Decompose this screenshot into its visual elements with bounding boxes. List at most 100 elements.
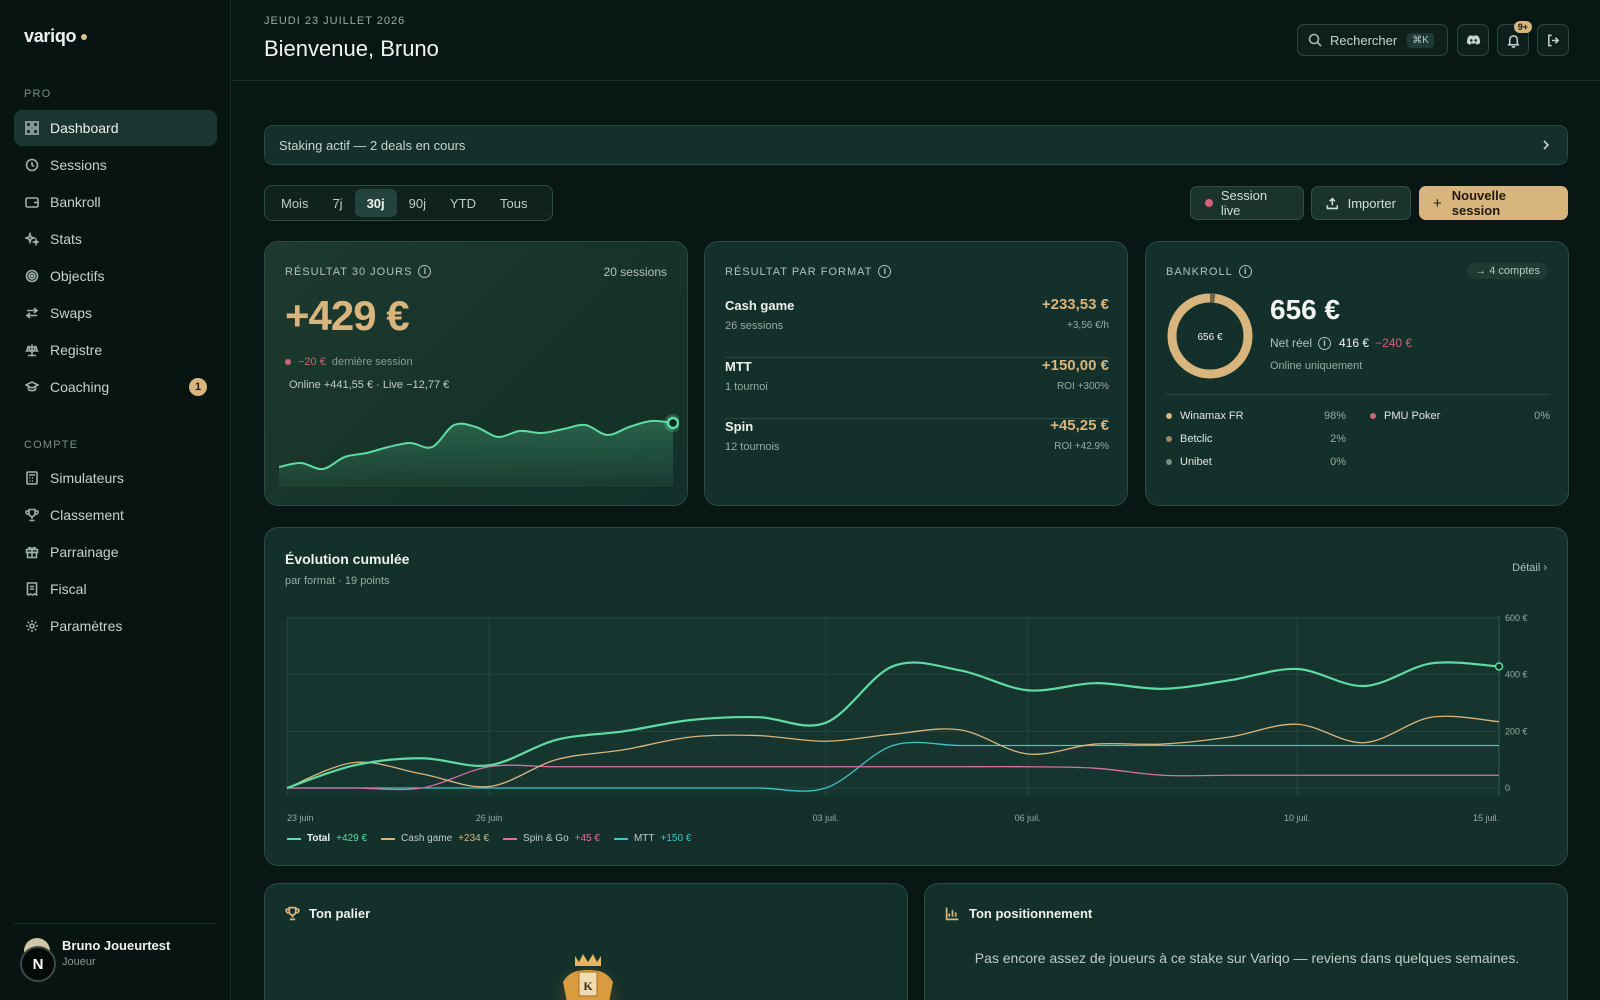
format-sub: 1 tournoi [725,381,768,393]
format-name: Cash game [725,298,795,313]
session-live-button[interactable]: Session live [1190,186,1304,220]
format-row-mtt[interactable]: MTT 1 tournoi +150,00 € ROI +300% [725,357,1109,419]
format-name: MTT [725,359,752,374]
tab-period-tous[interactable]: Tous [500,195,528,211]
new-session-label: Nouvelle session [1451,188,1506,218]
sidebar-item-dashboard[interactable]: Dashboard [14,110,217,146]
donut-center-label: 656 € [1197,332,1222,343]
tab-period-30j[interactable]: 30j [354,189,397,217]
sidebar-item-label: Coaching [50,379,110,395]
legend-item-mtt[interactable]: MTT +150 € [613,833,691,844]
sidebar-item-sessions[interactable]: Sessions [14,147,217,183]
account-betclic[interactable]: Betclic 2% [1166,433,1346,445]
period-selector: Mois 7j 30j 90j YTD Tous [264,185,553,221]
format-card-label: RÉSULTAT PAR FORMAT i [725,265,892,278]
format-detail: ROI +42.9% [1054,441,1109,452]
user-profile[interactable]: N Bruno Joueurtest Joueur [14,923,217,983]
account-pmu[interactable]: PMU Poker 0% [1370,410,1550,422]
bar-chart-icon [945,907,959,921]
format-row-cash[interactable]: Cash game 26 sessions +233,53 € +3,56 €/… [725,296,1109,358]
plot-area [287,616,1499,796]
sidebar-item-label: Objectifs [50,268,105,284]
notifications-button[interactable]: 9+ [1497,21,1532,56]
logout-icon [1547,34,1559,46]
legend-item-cash[interactable]: Cash game +234 € [381,833,489,844]
account-winamax[interactable]: Winamax FR 98% [1166,410,1346,422]
sidebar-item-classement[interactable]: Classement [14,497,217,533]
new-session-button[interactable]: + Nouvelle session [1419,186,1568,220]
sidebar: variqo PRO Dashboard Sessions Bankroll S… [0,0,231,1000]
logout-button[interactable] [1537,24,1569,56]
import-label: Importer [1347,195,1396,211]
notification-count: 9+ [1513,21,1532,33]
search-button[interactable]: Rechercher ⌘K [1297,24,1448,56]
format-value: +150,00 € [1041,357,1109,374]
account-name: Unibet [1180,456,1212,468]
series-line-cash-game [286,715,1500,789]
sidebar-item-coaching[interactable]: Coaching 1 [14,369,217,405]
import-button[interactable]: Importer [1311,186,1411,220]
series-line-spin-go [287,764,1499,791]
result-sparkline [279,414,679,487]
session-count: 20 sessions [603,265,667,279]
staking-banner[interactable]: Staking actif — 2 deals en cours [264,125,1568,165]
sidebar-item-parametres[interactable]: Paramètres [14,608,217,644]
account-unibet[interactable]: Unibet 0% [1166,456,1346,468]
account-name: Betclic [1180,433,1213,445]
format-detail: ROI +300% [1057,381,1109,392]
info-icon[interactable]: i [418,265,432,278]
target-icon [25,269,39,283]
tab-period-mois[interactable]: Mois [281,195,309,211]
info-icon[interactable]: i [1318,336,1332,350]
sidebar-item-simulateurs[interactable]: Simulateurs [14,460,217,496]
position-message: Pas encore assez de joueurs à ce stake s… [974,950,1520,966]
account-dot [1370,413,1376,419]
legend-item-total[interactable]: Total +429 € [287,833,367,844]
sidebar-item-fiscal[interactable]: Fiscal [14,571,217,607]
discord-icon [1466,34,1480,45]
wallet-icon [25,195,39,209]
plus-icon: + [1433,194,1442,212]
page-title: Bienvenue, Bruno [264,36,439,61]
sidebar-item-swaps[interactable]: Swaps [14,295,217,331]
chart-legend: Total +429 € Cash game +234 € Spin & Go +45… [287,833,705,844]
discord-button[interactable] [1457,24,1489,56]
tab-period-ytd[interactable]: YTD [450,195,477,211]
sidebar-item-bankroll[interactable]: Bankroll [14,184,217,220]
sidebar-item-parrainage[interactable]: Parrainage [14,534,217,570]
logo[interactable]: variqo [24,26,88,47]
swap-icon [25,306,39,320]
sidebar-item-objectifs[interactable]: Objectifs [14,258,217,294]
graduation-cap-icon [25,380,39,394]
tab-period-7j[interactable]: 7j [332,195,343,211]
bankroll-donut: 656 € [1167,293,1253,379]
sidebar-item-stats[interactable]: Stats [14,221,217,257]
evolution-card: 0 200 € 400 € 600 € 23 juin 26 juin 03 juil. 06… [264,527,1568,866]
sidebar-item-label: Dashboard [50,120,119,136]
legend-item-spin[interactable]: Spin & Go +45 € [503,833,600,844]
info-icon[interactable]: i [1238,265,1252,278]
detail-link[interactable]: Détail › [1512,562,1547,574]
result-card: RÉSULTAT 30 JOURS i 20 sessions +429 € −2… [264,241,688,506]
nav-section-pro: PRO [24,88,52,100]
trophy-icon [285,906,300,921]
bell-icon [1506,34,1520,48]
total-end-point [1494,662,1504,671]
legend-swatch [287,837,301,840]
online-live-split: Online +441,55 € · Live −12,77 € [289,379,450,391]
negative-dot [285,359,291,365]
accounts-link[interactable]: → 4 comptes [1467,263,1548,279]
sidebar-item-label: Swaps [50,305,93,321]
coaching-badge: 1 [189,378,207,396]
staking-banner-text: Staking actif — 2 deals en cours [279,137,466,153]
evolution-subtitle: par format · 19 points [285,575,390,587]
tab-period-90j[interactable]: 90j [408,195,427,211]
search-label: Rechercher [1330,32,1398,48]
format-row-spin[interactable]: Spin 12 tournois +45,25 € ROI +42.9% [725,417,1109,479]
search-shortcut: ⌘K [1407,32,1434,48]
sidebar-item-registre[interactable]: Registre [14,332,217,368]
legend-swatch [503,837,518,840]
evolution-title: Évolution cumulée [285,551,410,567]
info-icon[interactable]: i [878,265,892,278]
current-date: JEUDI 23 JUILLET 2026 [264,15,406,27]
